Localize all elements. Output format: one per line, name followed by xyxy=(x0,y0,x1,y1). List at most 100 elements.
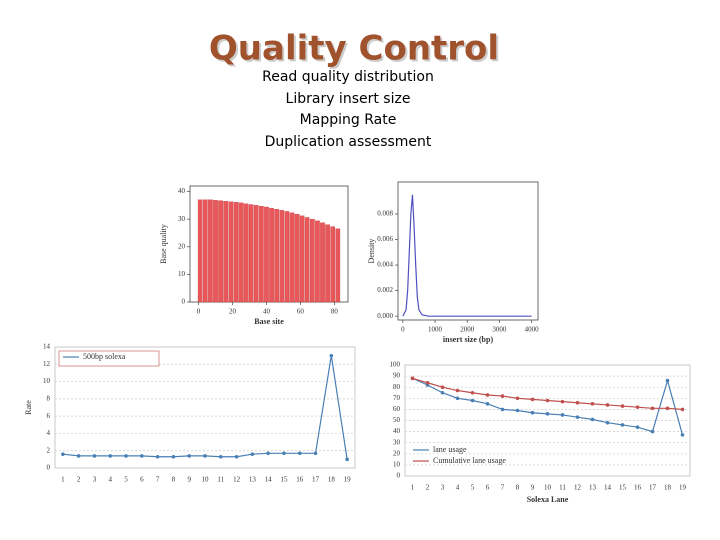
marker xyxy=(620,404,625,408)
y-tick-label: 90 xyxy=(393,372,401,380)
x-tick-label: 4000 xyxy=(525,326,540,334)
y-tick-label: 0.008 xyxy=(377,210,393,218)
marker xyxy=(297,451,302,456)
marker xyxy=(680,407,685,412)
marker xyxy=(545,412,550,416)
x-tick-label: 7 xyxy=(156,476,160,484)
marker xyxy=(234,454,239,459)
x-axis-label: Base site xyxy=(254,317,284,326)
y-tick-label: 50 xyxy=(393,416,401,424)
x-tick-label: 16 xyxy=(634,484,642,492)
x-tick-label: 7 xyxy=(501,484,505,492)
bar xyxy=(330,226,336,303)
bar xyxy=(284,211,290,303)
y-tick-label: 100 xyxy=(390,361,401,369)
x-tick-label: 4 xyxy=(456,484,460,492)
y-tick-label: 0 xyxy=(47,464,51,472)
bar xyxy=(248,204,254,303)
x-tick-label: 3 xyxy=(93,476,97,484)
bar xyxy=(269,207,274,303)
y-tick-label: 70 xyxy=(393,394,401,402)
y-tick-label: 0.004 xyxy=(377,261,393,269)
marker xyxy=(515,408,520,413)
marker xyxy=(140,454,144,458)
y-axis-label: Rate xyxy=(24,400,33,415)
x-tick-label: 80 xyxy=(331,308,339,316)
marker xyxy=(218,454,223,459)
y-tick-label: 10 xyxy=(43,377,51,385)
bar xyxy=(274,209,279,303)
x-tick-label: 4 xyxy=(109,476,113,484)
x-tick-label: 3 xyxy=(441,484,445,492)
marker xyxy=(470,390,475,395)
bar xyxy=(223,201,228,303)
x-tick-label: 6 xyxy=(140,476,144,484)
x-tick-label: 2000 xyxy=(460,326,475,334)
marker xyxy=(665,378,670,383)
bar xyxy=(213,200,218,303)
bar xyxy=(279,210,285,303)
bar xyxy=(208,199,213,303)
x-tick-label: 15 xyxy=(619,484,627,492)
x-tick-label: 12 xyxy=(574,484,582,492)
y-tick-label: 6 xyxy=(47,412,51,420)
marker xyxy=(485,402,490,406)
marker xyxy=(650,429,655,434)
y-tick-label: 60 xyxy=(393,405,401,413)
bar xyxy=(315,220,320,303)
marker xyxy=(515,396,520,401)
marker xyxy=(187,454,192,458)
bar xyxy=(325,224,330,303)
y-tick-label: 10 xyxy=(178,270,186,278)
y-tick-label: 20 xyxy=(178,242,186,250)
bar xyxy=(310,218,315,303)
y-tick-label: 30 xyxy=(393,438,401,446)
title: Quality Control xyxy=(209,29,499,69)
marker xyxy=(455,388,460,393)
marker xyxy=(500,407,505,412)
plot-frame xyxy=(397,181,539,321)
marker xyxy=(575,415,580,419)
x-tick-label: 8 xyxy=(172,476,176,484)
x-tick-label: 18 xyxy=(328,476,336,484)
bar xyxy=(228,201,234,303)
y-tick-label: 80 xyxy=(393,383,401,391)
y-tick-label: 12 xyxy=(43,360,51,368)
x-tick-label: 8 xyxy=(516,484,520,492)
y-tick-label: 4 xyxy=(47,429,51,437)
y-tick-label: 8 xyxy=(47,394,51,402)
line xyxy=(412,377,684,436)
marker xyxy=(590,417,595,422)
x-tick-label: 10 xyxy=(544,484,552,492)
marker xyxy=(171,454,176,459)
x-tick-label: 16 xyxy=(296,476,304,484)
item: Library insert size xyxy=(286,91,411,107)
bar xyxy=(253,205,259,303)
x-tick-label: 2 xyxy=(426,484,430,492)
marker xyxy=(425,380,430,385)
marker xyxy=(575,400,580,405)
plot-frame xyxy=(189,185,349,303)
marker xyxy=(635,405,640,409)
x-tick-label: 11 xyxy=(217,476,224,484)
legend-box xyxy=(58,350,160,367)
marker xyxy=(545,398,550,403)
y-tick-label: 40 xyxy=(393,427,401,435)
marker xyxy=(345,457,349,462)
bar xyxy=(202,199,208,303)
bar xyxy=(233,202,239,303)
marker xyxy=(92,454,97,458)
x-axis-label: insert size (bp) xyxy=(443,335,494,344)
bar xyxy=(238,202,244,303)
x-tick-label: 1 xyxy=(411,484,415,492)
x-tick-label: 3000 xyxy=(492,326,507,334)
bar xyxy=(294,214,300,303)
y-tick-label: 30 xyxy=(178,215,186,223)
y-tick-label: 0 xyxy=(397,472,401,480)
x-tick-label: 6 xyxy=(486,484,490,492)
marker xyxy=(61,452,65,456)
marker xyxy=(605,420,610,425)
legend-label: Cumulative lane usage xyxy=(433,456,506,465)
x-tick-label: 0 xyxy=(197,308,201,316)
